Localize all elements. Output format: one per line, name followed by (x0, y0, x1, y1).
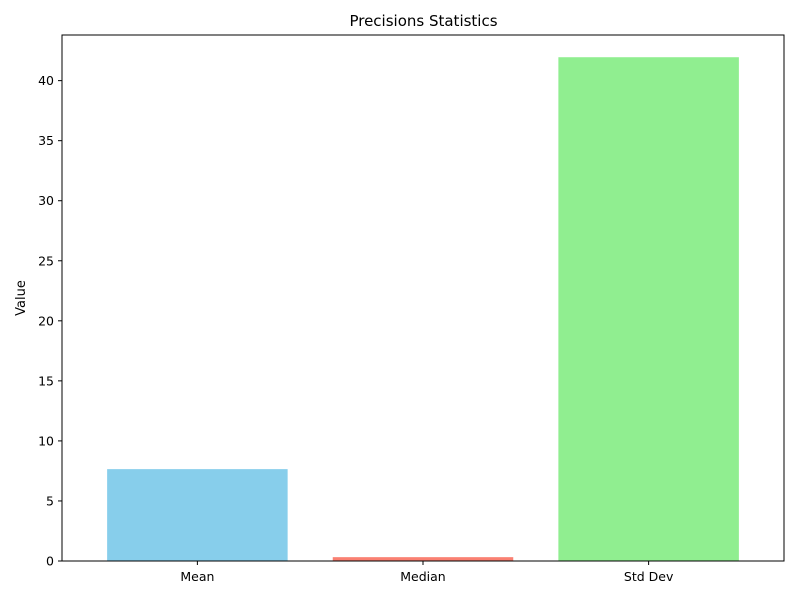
y-axis-ticks: 0 5 10 15 20 25 30 35 40 (38, 73, 62, 569)
bar-mean (107, 469, 288, 561)
bars-layer (107, 57, 739, 561)
x-tick-label: Mean (180, 569, 214, 584)
y-tick-label: 0 (46, 554, 54, 569)
y-tick-label: 40 (38, 73, 54, 88)
bar-std-dev (558, 57, 739, 561)
x-tick-label: Median (400, 569, 445, 584)
y-tick-label: 25 (38, 253, 54, 268)
y-tick-label: 30 (38, 193, 54, 208)
y-tick-label: 20 (38, 313, 54, 328)
chart-title: Precisions Statistics (349, 12, 497, 30)
y-axis-label: Value (14, 280, 29, 316)
x-tick-label: Std Dev (624, 569, 674, 584)
y-tick-label: 5 (46, 493, 54, 508)
y-tick-label: 15 (38, 373, 54, 388)
bar-median (332, 557, 514, 561)
x-axis-ticks: Mean Median Std Dev (180, 561, 674, 584)
y-tick-label: 10 (38, 433, 54, 448)
plot-frame (61, 34, 785, 562)
y-tick-label: 35 (38, 133, 54, 148)
